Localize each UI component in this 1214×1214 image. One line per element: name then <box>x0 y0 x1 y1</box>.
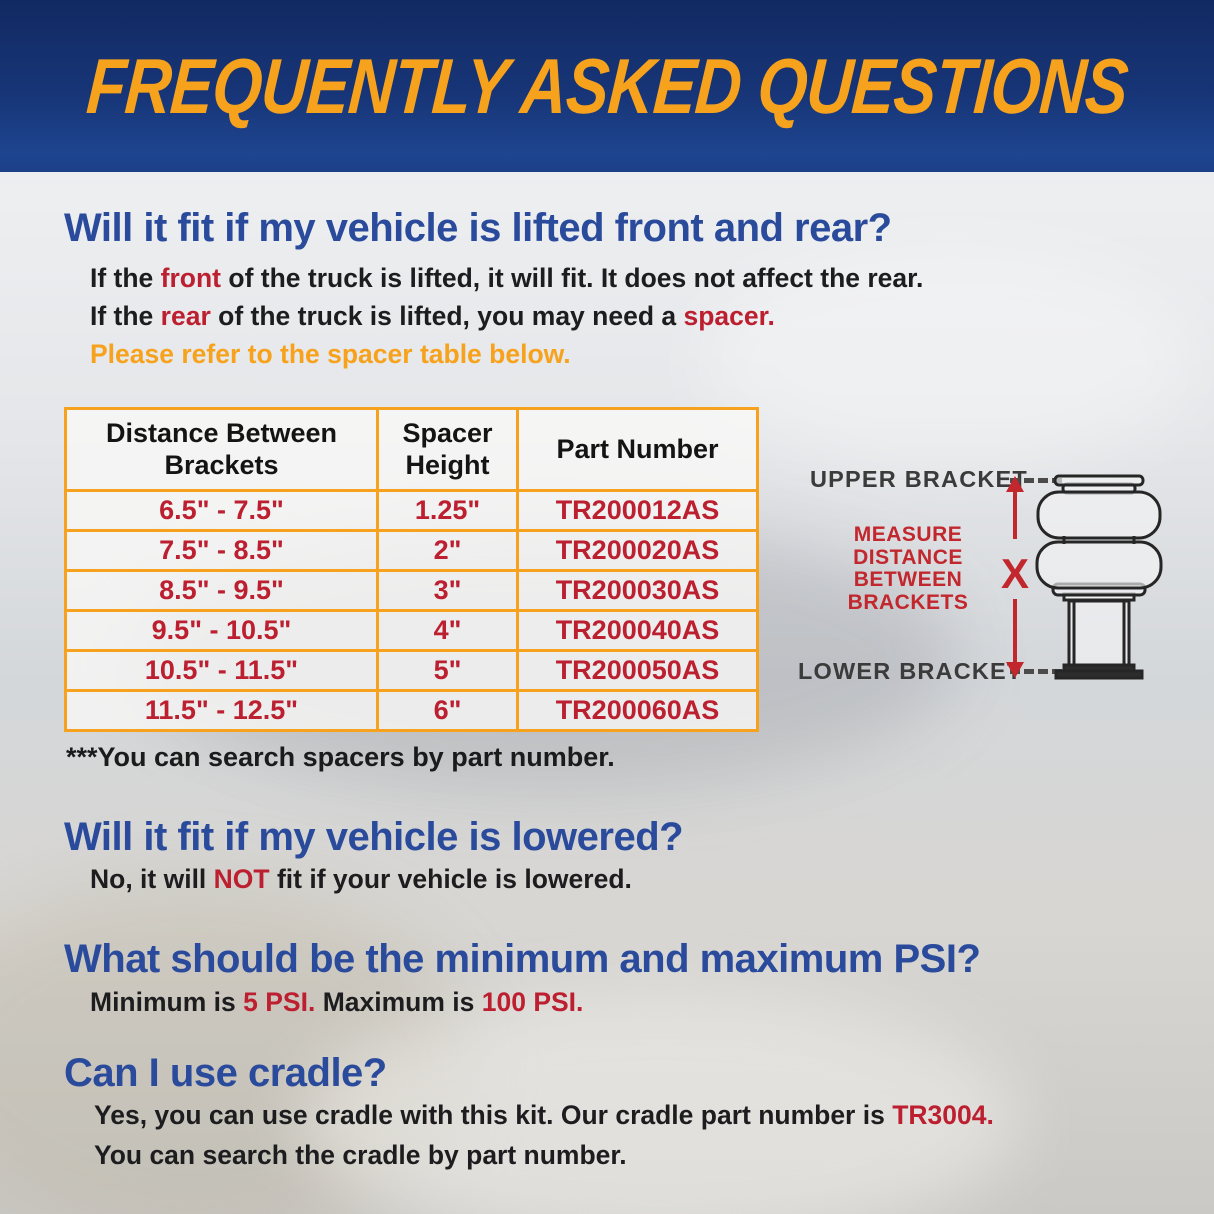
cell-part: TR200020AS <box>516 529 759 572</box>
question-lowered-heading: Will it fit if my vehicle is lowered? <box>64 815 684 859</box>
col-header-spacer-height: Spacer Height <box>376 407 519 492</box>
cell-height: 4" <box>376 609 519 652</box>
answer-line: If the front of the truck is lifted, it … <box>90 263 924 293</box>
lower-dashed-line <box>1010 669 1062 674</box>
col-header-distance: Distance Between Brackets <box>64 407 379 492</box>
upper-dashed-line <box>1010 478 1062 483</box>
cell-height: 2" <box>376 529 519 572</box>
lower-bracket-label: LOWER BRACKET <box>798 658 1023 684</box>
table-header-row: Distance Between Brackets Spacer Height … <box>64 407 759 492</box>
question-psi-answer: Minimum is 5 PSI. Maximum is 100 PSI. <box>90 983 583 1021</box>
table-row: 7.5" - 8.5" 2" TR200020AS <box>64 529 759 572</box>
table-row: 6.5" - 7.5" 1.25" TR200012AS <box>64 489 759 532</box>
question-psi-heading: What should be the minimum and maximum P… <box>64 937 981 981</box>
header-banner: FREQUENTLY ASKED QUESTIONS <box>0 0 1214 172</box>
bracket-measure-diagram: UPPER BRACKET LOWER BRACKET MEASURE DIST… <box>790 462 1194 694</box>
cell-part: TR200040AS <box>516 609 759 652</box>
cell-distance: 6.5" - 7.5" <box>64 489 379 532</box>
x-label: X <box>1001 550 1029 597</box>
background-blur-sky <box>700 250 1200 470</box>
table-row: 11.5" - 12.5" 6" TR200060AS <box>64 689 759 732</box>
table-row: 8.5" - 9.5" 3" TR200030AS <box>64 569 759 612</box>
question-cradle-heading: Can I use cradle? <box>64 1051 387 1095</box>
cell-distance: 7.5" - 8.5" <box>64 529 379 572</box>
cell-distance: 9.5" - 10.5" <box>64 609 379 652</box>
spacer-table: Distance Between Brackets Spacer Height … <box>64 407 759 732</box>
answer-line: Please refer to the spacer table below. <box>90 339 571 369</box>
cell-height: 3" <box>376 569 519 612</box>
table-row: 10.5" - 11.5" 5" TR200050AS <box>64 649 759 692</box>
upper-bracket-label: UPPER BRACKET <box>810 466 1028 492</box>
table-footnote: ***You can search spacers by part number… <box>66 742 615 772</box>
air-spring-illustration-icon <box>1035 474 1163 680</box>
question-lifted-heading: Will it fit if my vehicle is lifted fron… <box>64 206 892 250</box>
answer-line: Yes, you can use cradle with this kit. O… <box>94 1100 994 1130</box>
cell-height: 5" <box>376 649 519 692</box>
answer-line: If the rear of the truck is lifted, you … <box>90 301 775 331</box>
cell-part: TR200030AS <box>516 569 759 612</box>
cell-distance: 8.5" - 9.5" <box>64 569 379 612</box>
answer-line: Minimum is 5 PSI. Maximum is 100 PSI. <box>90 987 584 1017</box>
cell-distance: 11.5" - 12.5" <box>64 689 379 732</box>
answer-line: You can search the cradle by part number… <box>94 1140 627 1170</box>
cell-part: TR200012AS <box>516 489 759 532</box>
question-cradle-answer: Yes, you can use cradle with this kit. O… <box>94 1095 994 1175</box>
cell-part: TR200050AS <box>516 649 759 692</box>
background-blur-light <box>300 990 1020 1214</box>
cell-height: 6" <box>376 689 519 732</box>
measure-distance-arrow-icon: X <box>1001 476 1029 678</box>
page-title: FREQUENTLY ASKED QUESTIONS <box>83 41 1131 130</box>
cell-distance: 10.5" - 11.5" <box>64 649 379 692</box>
answer-line: No, it will NOT fit if your vehicle is l… <box>90 864 632 894</box>
cell-part: TR200060AS <box>516 689 759 732</box>
col-header-part-number: Part Number <box>516 407 759 492</box>
question-lowered-answer: No, it will NOT fit if your vehicle is l… <box>90 860 632 898</box>
measure-instruction-text: MEASURE DISTANCE BETWEEN BRACKETS <box>847 523 969 614</box>
table-row: 9.5" - 10.5" 4" TR200040AS <box>64 609 759 652</box>
cell-height: 1.25" <box>376 489 519 532</box>
question-lifted-answer: If the front of the truck is lifted, it … <box>90 259 923 373</box>
